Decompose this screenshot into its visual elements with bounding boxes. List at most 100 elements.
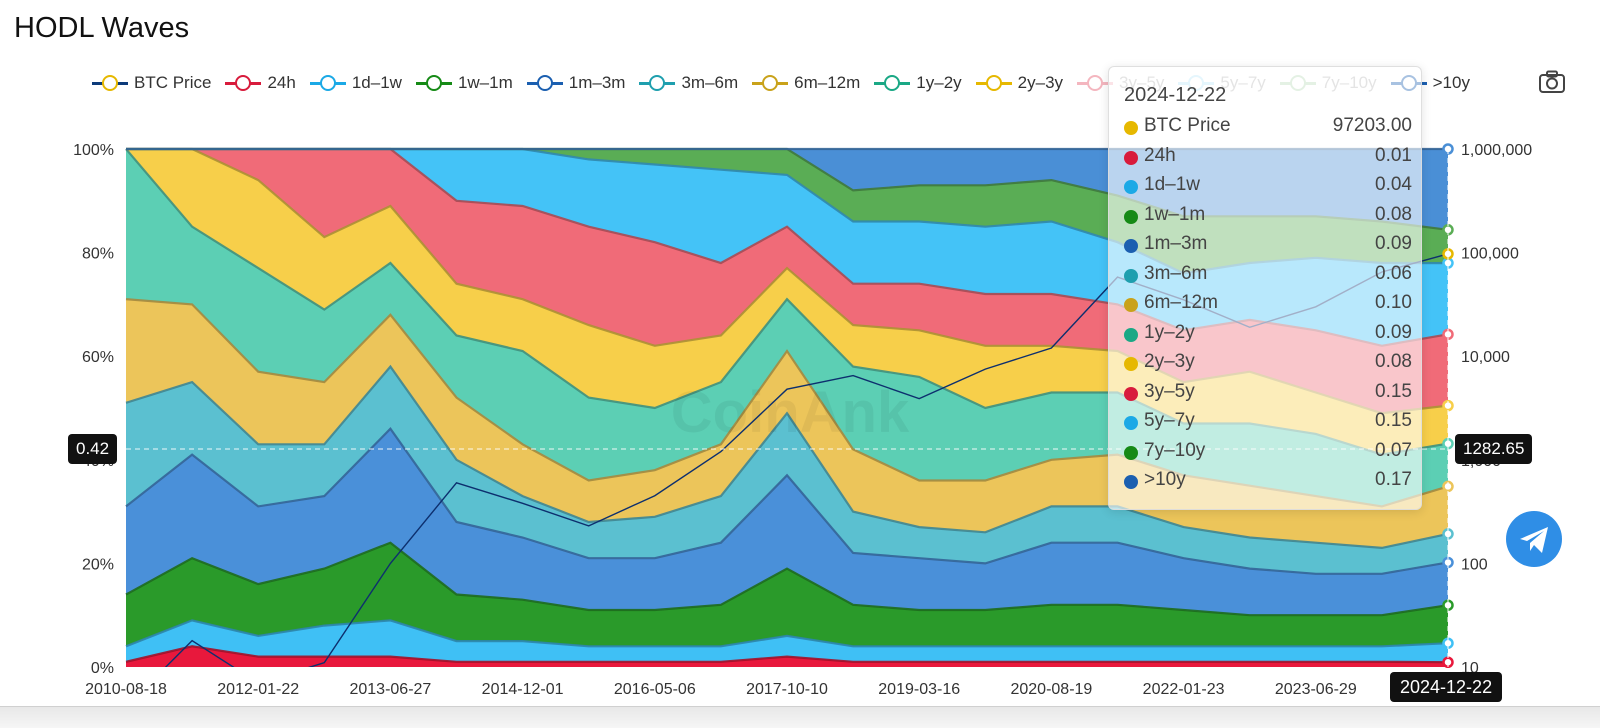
camera-icon[interactable]: [1538, 69, 1566, 95]
legend-marker-icon: [874, 74, 911, 92]
tooltip-row: 24h 0.01: [1124, 145, 1412, 171]
tooltip-series-value: 0.04: [1375, 174, 1412, 195]
tooltip-row: 6m–12m 0.10: [1124, 292, 1412, 318]
tooltip-series-value: 0.06: [1375, 262, 1412, 284]
legend-item[interactable]: 6m–12m: [752, 73, 860, 93]
crosshair-left-value: 0.42: [68, 434, 118, 464]
tooltip-series-name: 5y–7y: [1144, 410, 1195, 431]
tooltip-dot: [1124, 150, 1138, 165]
legend-marker-icon: [92, 74, 128, 92]
tooltip: 2024-12-22 BTC Price 97203.00 24h 0.01 1d–1w…: [1108, 66, 1422, 510]
tooltip-date: 2024-12-22: [1124, 84, 1227, 106]
tooltip-series-value: 0.09: [1375, 321, 1412, 343]
legend-item[interactable]: 1y–2y: [874, 73, 962, 93]
tooltip-series-name: 2y–3y: [1144, 351, 1195, 372]
tooltip-row: 3m–6m 0.06: [1124, 263, 1412, 289]
tooltip-dot: [1124, 357, 1138, 371]
legend-label: 3m–6m: [681, 73, 739, 92]
tooltip-series-name: >10y: [1144, 469, 1186, 490]
tooltip-dot: [1124, 180, 1138, 194]
tooltip-series-name: 6m–12m: [1144, 292, 1218, 313]
x-tick-label: 2014-12-01: [482, 681, 564, 698]
x-tick-label: 2010-08-18: [85, 681, 167, 698]
y-left-tick-label: 0%: [91, 660, 114, 677]
y-right-tick-label: 100,000: [1461, 246, 1519, 263]
legend-label: 1w–1m: [457, 73, 513, 92]
tooltip-row: 1w–1m 0.08: [1124, 204, 1412, 230]
tooltip-series-name: 1w–1m: [1144, 203, 1206, 225]
tooltip-series-value: 0.09: [1375, 233, 1412, 254]
tooltip-row: BTC Price 97203.00: [1124, 115, 1412, 141]
legend-item[interactable]: 3m–6m: [639, 73, 738, 93]
x-tick-label: 2017-10-10: [746, 681, 828, 698]
tooltip-row: 3y–5y 0.15: [1124, 381, 1412, 407]
legend-marker-icon: [225, 74, 262, 92]
tooltip-dot: [1124, 209, 1138, 224]
tooltip-row: 2y–3y 0.08: [1124, 351, 1412, 377]
legend-marker-icon: [526, 74, 563, 92]
legend-item[interactable]: 24h: [225, 73, 296, 93]
legend-marker-icon: [752, 74, 789, 92]
tooltip-series-name: 1y–2y: [1144, 321, 1195, 343]
tooltip-row: >10y 0.17: [1124, 469, 1412, 495]
legend-label: 24h: [267, 73, 296, 92]
area-2: [126, 542, 1448, 647]
legend-label: 1d–1w: [351, 73, 402, 92]
tooltip-series-value: 0.15: [1375, 410, 1412, 431]
series-line-1: [125, 619, 1449, 648]
x-tick-label: 2020-08-19: [1010, 681, 1092, 698]
tooltip-series-value: 0.17: [1375, 469, 1412, 490]
tooltip-series-name: 3y–5y: [1144, 380, 1195, 402]
tooltip-series-value: 0.08: [1375, 203, 1412, 225]
tooltip-row: 5y–7y 0.15: [1124, 410, 1412, 436]
tooltip-series-name: 1d–1w: [1144, 174, 1200, 195]
series-line-2: [125, 541, 1449, 617]
legend-label: 1y–2y: [916, 73, 962, 92]
series-line-0: [125, 645, 1449, 664]
legend-label: BTC Price: [134, 73, 212, 92]
tooltip-series-name: 7y–10y: [1144, 439, 1206, 461]
legend-item[interactable]: BTC Price: [92, 73, 211, 93]
legend-label: >10y: [1432, 73, 1470, 92]
tooltip-dot: [1124, 475, 1138, 489]
y-left-tick-label: 60%: [82, 349, 114, 366]
legend-marker-icon: [309, 74, 346, 92]
tooltip-dot: [1124, 327, 1138, 342]
legend-item[interactable]: 2y–3y: [975, 73, 1064, 93]
tooltip-dot: [1124, 445, 1138, 460]
tooltip-series-name: 24h: [1144, 144, 1176, 166]
x-tick-label: 2023-06-29: [1275, 681, 1357, 698]
legend-item[interactable]: 1w–1m: [415, 73, 513, 93]
x-tick-label: 2022-01-23: [1143, 681, 1225, 698]
x-tick-label: 2012-01-22: [217, 681, 299, 698]
legend-label: 1m–3m: [568, 73, 626, 92]
y-right-tick-label: 1,000,000: [1461, 142, 1532, 159]
y-left-tick-label: 20%: [82, 556, 114, 573]
tooltip-series-value: 0.10: [1375, 292, 1412, 313]
x-tick-label: 2016-05-06: [614, 681, 696, 698]
area-3: [126, 428, 1448, 616]
telegram-icon[interactable]: [1506, 511, 1562, 567]
legend-label: 2y–3y: [1017, 73, 1064, 92]
tooltip-row: 7y–10y 0.07: [1124, 440, 1412, 466]
x-tick-label: 2013-06-27: [349, 681, 431, 698]
area-1: [126, 620, 1448, 663]
legend-item[interactable]: 1m–3m: [526, 73, 626, 93]
legend-marker-icon: [639, 74, 676, 92]
legend-marker-icon: [415, 74, 452, 92]
tooltip-series-name: 1m–3m: [1144, 233, 1208, 254]
tooltip-row: 1d–1w 0.04: [1124, 174, 1412, 200]
page-title: HODL Waves: [14, 12, 190, 44]
series-line-3: [125, 426, 1449, 575]
tooltip-series-value: 0.08: [1375, 351, 1412, 372]
y-left-tick-label: 80%: [82, 246, 114, 263]
tooltip-series-value: 0.15: [1375, 380, 1412, 402]
tooltip-dot: [1124, 386, 1138, 401]
watermark: CoinAnk: [671, 380, 910, 445]
tooltip-series-value: 0.01: [1375, 144, 1412, 166]
legend-item[interactable]: 1d–1w: [309, 73, 402, 93]
legend-label: 6m–12m: [794, 73, 861, 92]
x-tick-label: 2019-03-16: [878, 681, 960, 698]
y-left-tick-label: 100%: [73, 142, 114, 159]
tooltip-series-name: 3m–6m: [1144, 262, 1208, 284]
